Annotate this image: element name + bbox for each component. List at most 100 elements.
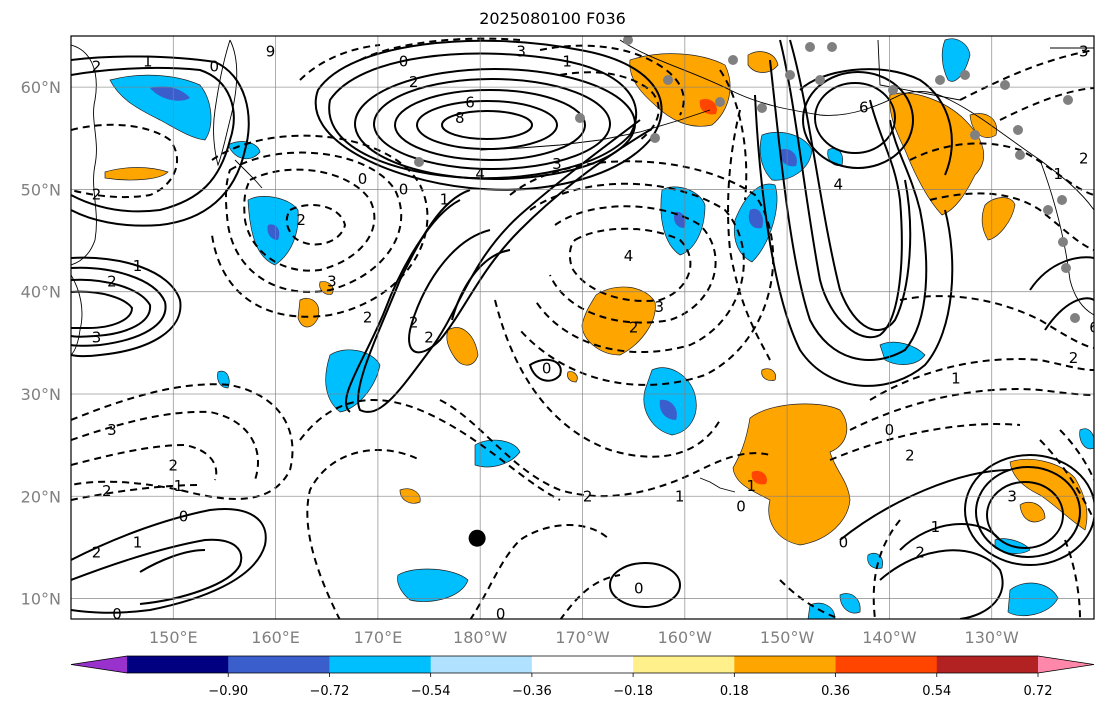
contour-label-text: 2 xyxy=(92,58,102,76)
contour-label-text: 1 xyxy=(931,518,941,536)
colorbar-extend-low xyxy=(71,656,127,673)
contour-label-text: 2 xyxy=(424,329,434,347)
lon-tick-label: 160°W xyxy=(658,628,713,647)
map-frame xyxy=(70,35,1095,620)
station-dot xyxy=(805,42,815,52)
contour-line xyxy=(529,182,745,353)
shade-region xyxy=(779,149,797,167)
shade-region xyxy=(699,98,717,115)
contour-label-text: 2 xyxy=(905,446,915,464)
contour-label-text: 8 xyxy=(455,109,465,127)
station-dot xyxy=(728,55,738,65)
station-dot xyxy=(1043,205,1053,215)
contour-line xyxy=(559,574,621,619)
contour-label: 1 xyxy=(951,370,961,388)
shade-region xyxy=(267,224,280,240)
contour-line xyxy=(964,454,1094,566)
shade-region xyxy=(761,368,776,381)
contour-line xyxy=(929,192,1094,251)
contour-label: 0 xyxy=(542,359,552,377)
contour-label: 0 xyxy=(634,579,644,597)
contour-label-text: 1 xyxy=(747,477,757,495)
contour-label: 1 xyxy=(174,477,184,495)
contour-label-text: 6 xyxy=(859,99,869,117)
coastline-kamchatka xyxy=(213,39,238,167)
station-dot xyxy=(650,133,660,143)
contour-line xyxy=(509,160,775,386)
contour-label: 1 xyxy=(1053,165,1063,183)
contour-label: 9 xyxy=(266,42,276,60)
contour-label: 1 xyxy=(931,518,941,536)
contour-label-text: 1 xyxy=(133,257,143,275)
contour-line xyxy=(71,443,218,481)
shade-region xyxy=(150,86,190,101)
contour-label-text: 9 xyxy=(266,42,276,60)
lat-tick-label: 30°N xyxy=(21,385,61,404)
contour-line xyxy=(416,100,558,150)
station-dot xyxy=(715,97,725,107)
contour-label-text: 6 xyxy=(1089,319,1099,337)
marker-layer xyxy=(468,529,486,547)
contour-label-text: 1 xyxy=(133,533,143,551)
contour-label-text: 3 xyxy=(552,155,562,173)
contour-label: 0 xyxy=(736,497,746,515)
contour-line xyxy=(71,290,134,329)
contour-label: 2 xyxy=(915,544,925,562)
contour-line xyxy=(549,205,717,324)
contour-line xyxy=(528,358,562,382)
contour-line xyxy=(359,37,521,61)
station-dot xyxy=(1057,195,1067,205)
contour-line xyxy=(899,295,1094,349)
contour-line xyxy=(211,134,429,318)
contour-label-text: 0 xyxy=(736,497,746,515)
station-dot xyxy=(1015,150,1025,160)
contour-label-text: 0 xyxy=(885,421,895,439)
contour-label: 1 xyxy=(747,477,757,495)
contour-label-text: 3 xyxy=(92,329,102,347)
lat-tick-label: 60°N xyxy=(21,78,61,97)
shade-region xyxy=(319,281,334,295)
station-dot xyxy=(414,157,424,167)
contour-line xyxy=(439,399,771,498)
contour-label-text: 2 xyxy=(102,482,112,500)
contour-line xyxy=(299,44,381,81)
coastline-kurils xyxy=(234,159,263,189)
station-markers xyxy=(414,36,1080,323)
contour-label: 3 xyxy=(92,329,102,347)
contour-label-text: 0 xyxy=(358,170,368,188)
contour-line xyxy=(71,256,182,358)
contour-label: 8 xyxy=(455,109,465,127)
lat-tick-label: 50°N xyxy=(21,180,61,199)
lon-tick-label: 160°E xyxy=(251,628,300,647)
shade-region xyxy=(732,403,851,546)
station-dot xyxy=(663,75,673,85)
contour-line xyxy=(899,523,1001,551)
contour-label-text: 0 xyxy=(209,58,219,76)
lon-tick-label: 180°W xyxy=(453,628,508,647)
shade-region xyxy=(1079,428,1094,450)
coastlines xyxy=(71,39,1094,493)
shade-region xyxy=(629,53,731,127)
contour-line xyxy=(373,78,611,170)
contour-label-text: 0 xyxy=(399,53,409,71)
shade-region xyxy=(643,367,697,436)
contour-line xyxy=(139,549,206,573)
contour-line xyxy=(328,52,637,180)
contour-label: 6 xyxy=(465,93,475,111)
colorbar-label: −0.90 xyxy=(208,684,248,699)
shade-region xyxy=(748,208,764,229)
contour-line xyxy=(609,562,681,608)
contour-label: 6 xyxy=(859,99,869,117)
contour-label: 2 xyxy=(102,482,112,500)
contour-line xyxy=(986,481,1064,549)
contour-label-text: 3 xyxy=(327,272,337,290)
contour-line xyxy=(879,549,1004,619)
colorbar-segment xyxy=(127,656,229,673)
contour-line xyxy=(869,358,1094,401)
shade-region xyxy=(474,439,521,468)
contour-line xyxy=(243,168,376,272)
contour-label-text: 0 xyxy=(496,605,506,623)
contour-line xyxy=(354,68,636,180)
contour-label-text: 2 xyxy=(409,73,419,91)
contour-line xyxy=(799,68,953,176)
